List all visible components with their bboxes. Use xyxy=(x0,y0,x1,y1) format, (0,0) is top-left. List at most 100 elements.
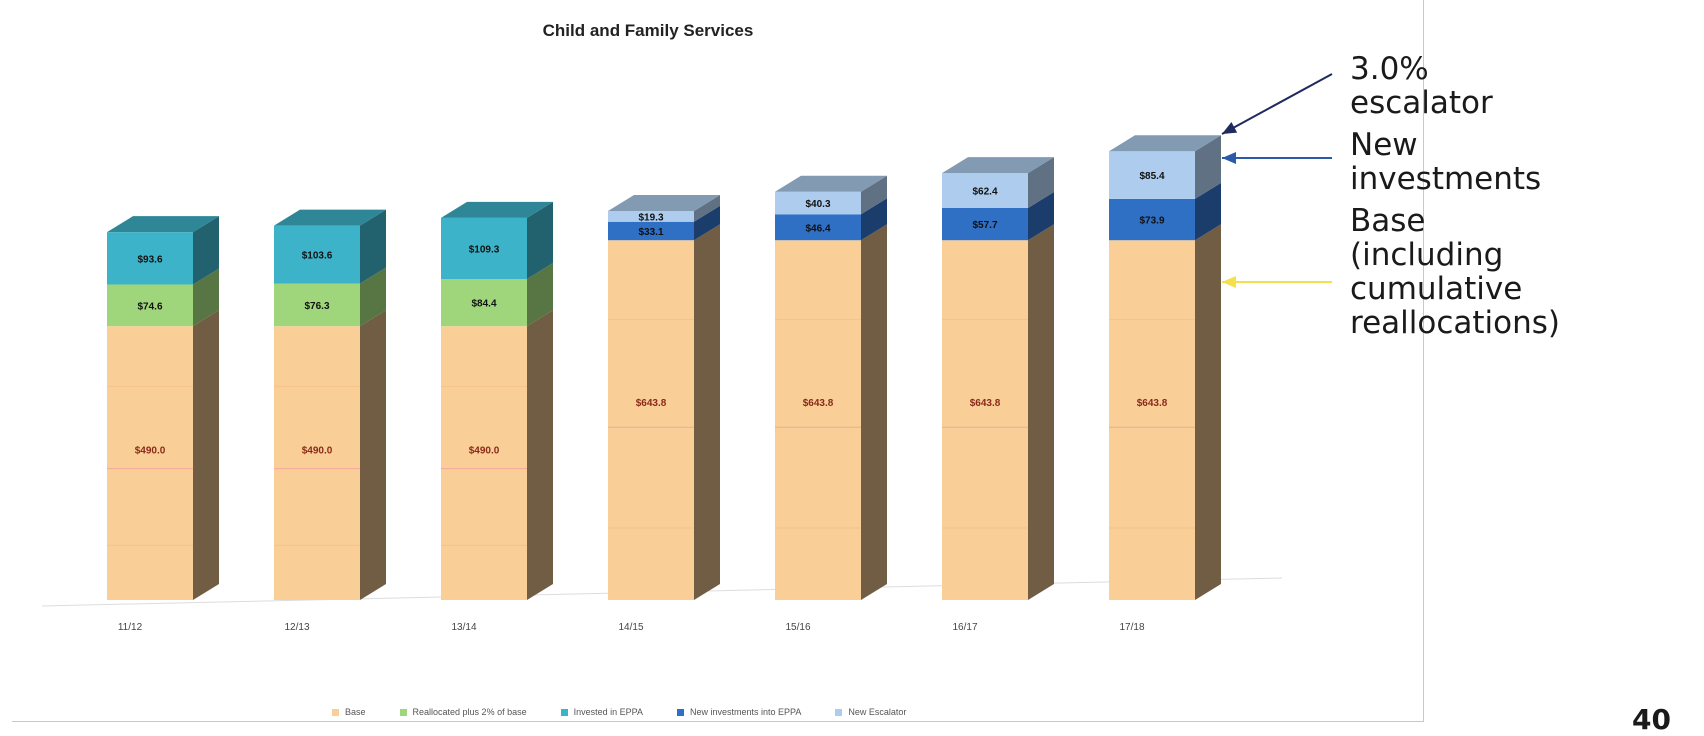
legend-swatch xyxy=(560,708,568,716)
legend-item-new-escalator: New Escalator xyxy=(835,707,906,717)
bar-side-base-17/18 xyxy=(1195,224,1221,600)
bar-side-base-16/17 xyxy=(1028,224,1054,600)
legend-item-reallocated: Reallocated plus 2% of base xyxy=(399,707,527,717)
data-label-base-12/13: $490.0 xyxy=(302,445,333,456)
bar-side-new-escalator-16/17 xyxy=(1028,157,1054,208)
bar-side-new-escalator-15/16 xyxy=(861,175,887,215)
data-label-reallocated-12/13: $76.3 xyxy=(304,301,329,312)
data-label-reallocated-13/14: $84.4 xyxy=(471,299,496,310)
x-tick-label-17/18: 17/18 xyxy=(1119,622,1144,633)
bar-side-new-escalator-17/18 xyxy=(1195,135,1221,199)
data-label-base-17/18: $643.8 xyxy=(1137,398,1168,409)
bar-top-13/14 xyxy=(441,201,553,218)
data-label-new-investments-17/18: $73.9 xyxy=(1139,216,1164,227)
bar-side-invested-eppa-11/12 xyxy=(193,216,219,285)
legend-item-new-investments: New investments into EPPA xyxy=(676,707,802,717)
data-label-new-investments-16/17: $57.7 xyxy=(972,220,997,231)
annotation-arrow-head xyxy=(1222,122,1238,134)
bar-side-base-15/16 xyxy=(861,224,887,600)
legend-item-invested-eppa: Invested in EPPA xyxy=(560,707,643,717)
x-tick-label-12/13: 12/13 xyxy=(284,622,309,633)
bar-side-reallocated-11/12 xyxy=(193,268,219,327)
legend-label: New Escalator xyxy=(848,707,907,717)
chart-legend: Base Reallocated plus 2% of base Invested … xyxy=(332,705,906,719)
bar-base-16/17 xyxy=(942,240,1028,600)
bar-side-new-escalator-14/15 xyxy=(694,194,720,222)
legend-label: Base xyxy=(345,707,366,717)
data-label-new-investments-14/15: $33.1 xyxy=(638,227,663,238)
x-tick-label-14/15: 14/15 xyxy=(618,622,643,633)
bar-base-17/18 xyxy=(1109,240,1195,600)
x-tick-label-16/17: 16/17 xyxy=(952,622,977,633)
data-label-base-13/14: $490.0 xyxy=(469,445,500,456)
legend-label: Invested in EPPA xyxy=(573,707,643,717)
bar-new-escalator-14/15 xyxy=(608,210,694,222)
legend-label: Reallocated plus 2% of base xyxy=(412,707,527,717)
bar-top-17/18 xyxy=(1109,135,1221,152)
data-label-invested-eppa-11/12: $93.6 xyxy=(137,254,162,265)
bar-new-investments-16/17 xyxy=(942,207,1028,241)
bar-side-new-investments-16/17 xyxy=(1028,191,1054,241)
bar-invested-eppa-13/14 xyxy=(441,217,527,280)
annotation-arrow-head xyxy=(1222,276,1236,288)
bar-new-escalator-15/16 xyxy=(775,191,861,215)
legend-swatch xyxy=(676,708,684,716)
x-tick-label-13/14: 13/14 xyxy=(451,622,476,633)
bar-side-invested-eppa-13/14 xyxy=(527,201,553,280)
bar-side-base-11/12 xyxy=(193,310,219,600)
bar-top-12/13 xyxy=(274,209,386,226)
data-label-invested-eppa-13/14: $109.3 xyxy=(469,244,500,255)
data-label-base-11/12: $490.0 xyxy=(135,445,166,456)
chart-title: Child and Family Services xyxy=(543,21,754,40)
annotation-base: Base (including cumulative reallocations) xyxy=(1350,203,1560,341)
bar-reallocated-13/14 xyxy=(441,279,527,327)
data-label-base-14/15: $643.8 xyxy=(636,398,667,409)
data-label-invested-eppa-12/13: $103.6 xyxy=(302,251,333,262)
annotation-arrow-line xyxy=(1221,73,1333,135)
bar-side-invested-eppa-12/13 xyxy=(360,209,386,284)
annotation-arrow-head xyxy=(1222,152,1236,164)
bar-new-escalator-16/17 xyxy=(942,173,1028,208)
legend-swatch xyxy=(399,708,407,716)
legend-swatch xyxy=(332,708,339,716)
data-label-base-15/16: $643.8 xyxy=(803,398,834,409)
bar-base-11/12 xyxy=(107,326,193,600)
bar-invested-eppa-11/12 xyxy=(107,232,193,285)
bar-side-new-investments-17/18 xyxy=(1195,182,1221,241)
bar-base-13/14 xyxy=(441,326,527,600)
bar-reallocated-11/12 xyxy=(107,284,193,327)
x-tick-label-11/12: 11/12 xyxy=(118,622,143,633)
bar-side-new-investments-14/15 xyxy=(694,205,720,241)
legend-item-base: Base xyxy=(332,707,366,717)
bar-side-base-13/14 xyxy=(527,310,553,600)
data-label-new-escalator-16/17: $62.4 xyxy=(972,187,997,198)
bar-side-new-investments-15/16 xyxy=(861,198,887,241)
bar-top-14/15 xyxy=(608,194,720,211)
annotation-escalator: 3.0% escalator xyxy=(1350,51,1493,121)
legend-swatch xyxy=(835,708,843,716)
bar-new-investments-15/16 xyxy=(775,214,861,241)
bar-base-15/16 xyxy=(775,240,861,600)
chart-frame: Child and Family Services $490.0 $74.6 $93.… xyxy=(12,0,1424,722)
bar-reallocated-12/13 xyxy=(274,283,360,327)
stacked-bar-chart: Child and Family Services $490.0 $74.6 $93.… xyxy=(41,21,1283,633)
bar-side-reallocated-12/13 xyxy=(360,267,386,327)
data-label-base-16/17: $643.8 xyxy=(970,398,1001,409)
bar-new-investments-14/15 xyxy=(608,221,694,241)
bar-base-14/15 xyxy=(608,240,694,600)
annotation-new-investments: New investments xyxy=(1350,127,1542,197)
data-label-new-escalator-15/16: $40.3 xyxy=(805,199,830,210)
x-tick-label-15/16: 15/16 xyxy=(785,622,810,633)
data-label-reallocated-11/12: $74.6 xyxy=(137,301,162,312)
legend-label: New investments into EPPA xyxy=(689,707,802,717)
bar-side-reallocated-13/14 xyxy=(527,263,553,327)
bar-new-escalator-17/18 xyxy=(1109,151,1195,199)
bar-new-investments-17/18 xyxy=(1109,198,1195,241)
data-label-new-investments-15/16: $46.4 xyxy=(805,223,830,234)
page-number: 40 xyxy=(1632,703,1671,736)
bar-side-base-14/15 xyxy=(694,224,720,600)
bar-top-16/17 xyxy=(942,157,1054,174)
bar-top-11/12 xyxy=(107,216,219,233)
